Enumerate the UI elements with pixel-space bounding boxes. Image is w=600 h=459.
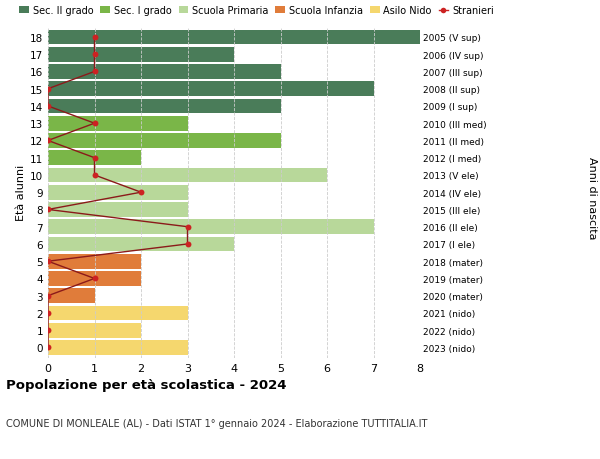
Bar xyxy=(48,65,281,79)
Bar xyxy=(48,306,187,320)
Bar xyxy=(48,185,187,200)
Text: COMUNE DI MONLEALE (AL) - Dati ISTAT 1° gennaio 2024 - Elaborazione TUTTITALIA.I: COMUNE DI MONLEALE (AL) - Dati ISTAT 1° … xyxy=(6,418,427,428)
Bar xyxy=(48,100,281,114)
Point xyxy=(43,103,53,110)
Bar xyxy=(48,134,281,148)
Text: Popolazione per età scolastica - 2024: Popolazione per età scolastica - 2024 xyxy=(6,379,287,392)
Text: Anni di nascita: Anni di nascita xyxy=(587,156,597,239)
Legend: Sec. II grado, Sec. I grado, Scuola Primaria, Scuola Infanzia, Asilo Nido, Stran: Sec. II grado, Sec. I grado, Scuola Prim… xyxy=(19,6,494,16)
Point xyxy=(90,34,100,41)
Bar xyxy=(48,254,141,269)
Bar xyxy=(48,151,141,166)
Point xyxy=(90,172,100,179)
Point xyxy=(43,344,53,352)
Y-axis label: Età alunni: Età alunni xyxy=(16,165,26,221)
Point xyxy=(43,327,53,334)
Point xyxy=(43,207,53,214)
Point xyxy=(182,224,192,231)
Bar xyxy=(48,341,187,355)
Point xyxy=(136,189,146,196)
Bar xyxy=(48,203,187,217)
Point xyxy=(43,138,53,145)
Bar xyxy=(48,220,373,235)
Bar xyxy=(48,237,234,252)
Point xyxy=(43,258,53,265)
Point xyxy=(43,292,53,300)
Bar xyxy=(48,48,234,62)
Point xyxy=(182,241,192,248)
Bar xyxy=(48,31,420,45)
Point xyxy=(90,155,100,162)
Point xyxy=(90,68,100,76)
Bar xyxy=(48,323,141,338)
Point xyxy=(90,120,100,128)
Point xyxy=(90,51,100,59)
Point xyxy=(43,86,53,93)
Point xyxy=(43,309,53,317)
Bar xyxy=(48,289,95,303)
Bar xyxy=(48,117,187,131)
Bar xyxy=(48,168,327,183)
Bar xyxy=(48,82,373,97)
Point xyxy=(90,275,100,282)
Bar xyxy=(48,272,141,286)
